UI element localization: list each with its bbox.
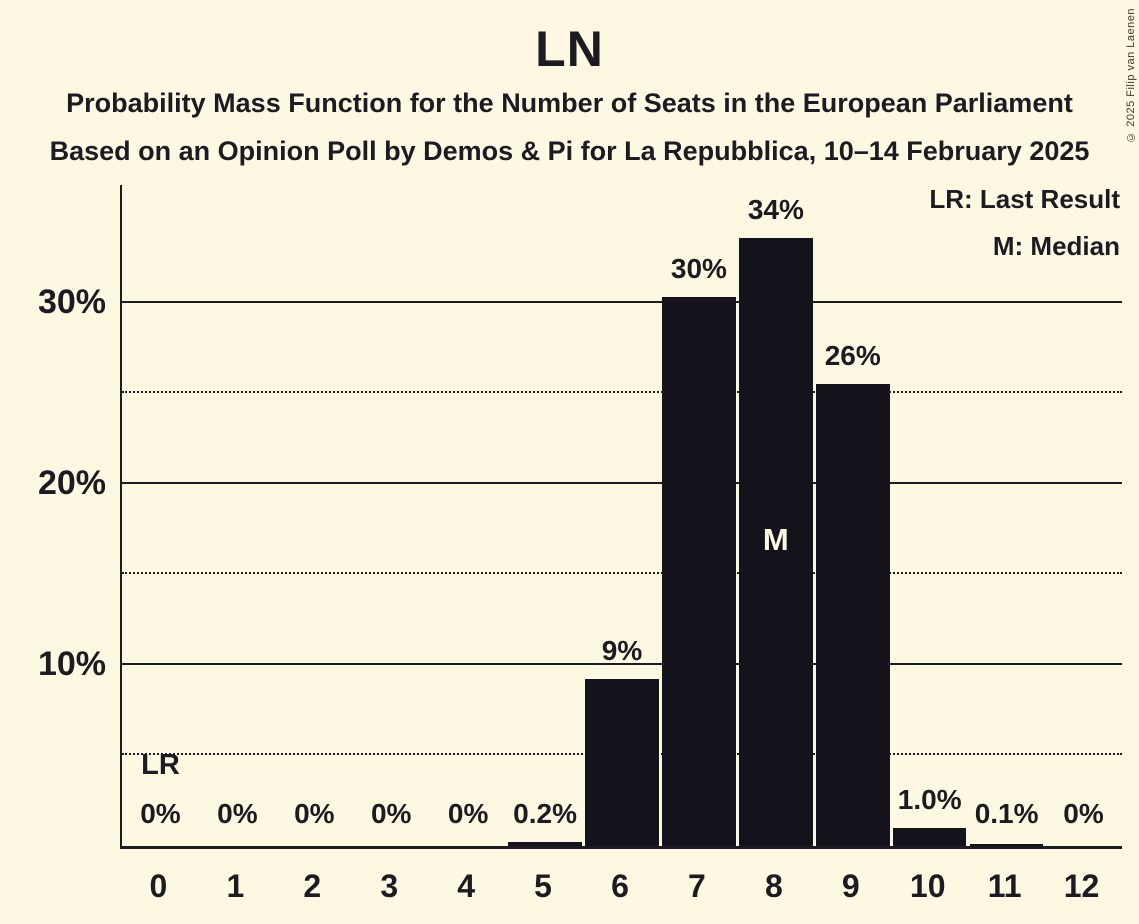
chart-subtitle-poll-info: Based on an Opinion Poll by Demos & Pi f… [49, 136, 1090, 166]
plot-area: 0% 0% 0% 0% 0% 0.2% 9% 30% 34% 26% 1.0% 0.1% 0% LR M [120, 185, 1122, 849]
bar-value-label: 30% [670, 253, 727, 285]
bar [892, 827, 967, 846]
x-tick-label: 0 [149, 868, 168, 904]
x-tick-label: 6 [611, 868, 629, 904]
bar [816, 384, 890, 846]
bar-value-label: 1.0% [897, 783, 962, 815]
x-tick-label: 4 [457, 868, 476, 904]
bar-value-label: 26% [824, 340, 881, 372]
x-tick-label: 1 [226, 868, 245, 904]
x-tick-label: 8 [764, 868, 783, 904]
y-tick-label: 10% [37, 644, 106, 683]
major-gridline [122, 481, 1122, 484]
legend-last-result: LR: Last Result [929, 184, 1120, 214]
bar-value-label: 0% [140, 798, 181, 829]
minor-gridline [122, 391, 1122, 394]
chart-title: LN [535, 21, 604, 77]
bar-value-label: 0% [1063, 798, 1104, 829]
bar [969, 844, 1044, 846]
bar-value-label: 0.1% [974, 798, 1039, 829]
x-tick-label: 3 [380, 868, 399, 904]
y-tick-label: 30% [37, 282, 106, 321]
x-tick-label: 9 [841, 868, 860, 904]
major-gridline [122, 300, 1122, 303]
median-label: M [762, 521, 789, 557]
x-tick-label: 12 [1063, 868, 1100, 904]
minor-gridline [122, 572, 1122, 575]
bar-value-label: 34% [747, 193, 804, 225]
x-tick-label: 11 [987, 868, 1022, 904]
legend-median: M: Median [992, 231, 1120, 261]
bar [585, 679, 659, 846]
copyright-notice: © 2025 Filip van Laenen [1125, 8, 1137, 143]
x-tick-label: 7 [688, 868, 706, 904]
bar-value-label: 0% [294, 798, 335, 829]
bar-value-label: 9% [601, 635, 643, 667]
bar [739, 237, 813, 846]
last-result-label: LR [141, 749, 180, 781]
chart-subtitle: Probability Mass Function for the Number… [66, 88, 1073, 118]
x-tick-label: 2 [303, 868, 322, 904]
bar [662, 297, 736, 846]
bar-value-label: 0% [370, 798, 412, 829]
x-tick-label: 5 [534, 868, 552, 904]
major-gridline [122, 662, 1122, 665]
x-tick-label: 10 [909, 868, 946, 904]
bar-value-label: 0.2% [513, 798, 577, 829]
bar [508, 842, 582, 846]
bar-value-label: 0% [447, 798, 489, 829]
bar-value-label: 0% [217, 798, 258, 829]
y-tick-label: 20% [37, 463, 106, 502]
